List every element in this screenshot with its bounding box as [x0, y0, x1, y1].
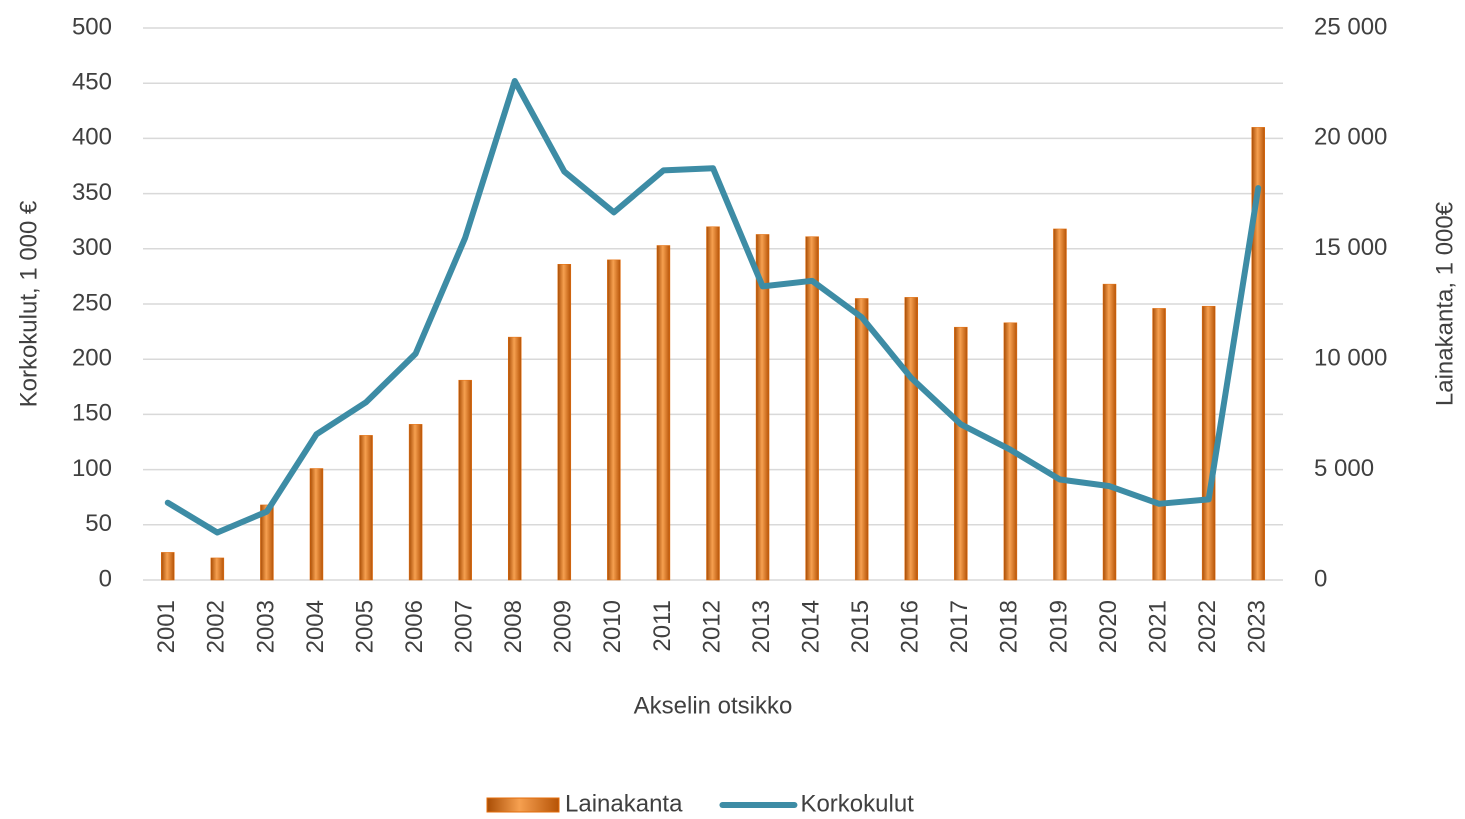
- y-tick-label: 200: [72, 345, 112, 372]
- x-tick-label: 2021: [1144, 600, 1171, 653]
- legend-label: Lainakanta: [565, 790, 683, 817]
- x-tick-label: 2008: [500, 600, 527, 653]
- y2-tick-label: 5 000: [1314, 455, 1374, 482]
- line: [164, 77, 1262, 536]
- y2-tick-label: 10 000: [1314, 345, 1387, 372]
- y-tick-label: 300: [72, 234, 112, 261]
- y-tick-label: 150: [72, 400, 112, 427]
- x-tick-label: 2014: [797, 600, 824, 653]
- bar: [359, 435, 373, 581]
- x-tick-label: 2022: [1194, 600, 1221, 653]
- y2-tick-label: 25 000: [1314, 13, 1387, 40]
- bar: [954, 326, 968, 581]
- bar: [904, 297, 919, 581]
- y-tick-label: 350: [72, 179, 112, 206]
- y-tick-label: 100: [72, 455, 112, 482]
- x-tick-label: 2020: [1095, 600, 1122, 653]
- y2-tick-label: 15 000: [1314, 234, 1387, 261]
- x-tick-label: 2023: [1244, 600, 1271, 653]
- x-tick-label: 2011: [649, 600, 676, 652]
- bar: [557, 264, 572, 581]
- bar: [507, 336, 522, 581]
- y2-axis-title: Lainakanta, 1 000€: [1431, 201, 1458, 406]
- bar: [656, 245, 671, 581]
- bar: [1102, 283, 1117, 581]
- y-tick-label: 0: [99, 565, 112, 592]
- bar: [1053, 228, 1067, 581]
- y-tick-label: 50: [85, 510, 112, 537]
- bar: [408, 424, 423, 581]
- legend-swatch: [486, 797, 560, 813]
- bar: [309, 468, 324, 581]
- y2-tick-label: 20 000: [1314, 124, 1387, 151]
- x-tick-label: 2019: [1045, 600, 1072, 653]
- y-tick-label: 250: [72, 289, 112, 316]
- bar: [210, 557, 225, 581]
- bar: [260, 504, 274, 581]
- x-tick-label: 2004: [302, 600, 329, 653]
- x-tick-label: 2007: [451, 600, 478, 653]
- x-tick-label: 2001: [153, 600, 180, 653]
- y-tick-label: 450: [72, 69, 112, 96]
- x-tick-label: 2018: [996, 600, 1023, 653]
- x-axis-title: Akselin otsikko: [634, 692, 793, 719]
- bar: [161, 552, 175, 581]
- y-tick-label: 400: [72, 124, 112, 151]
- bar: [1201, 305, 1216, 581]
- y2-tick-label: 0: [1314, 565, 1327, 592]
- bar: [1152, 308, 1166, 581]
- bar: [755, 234, 770, 581]
- x-tick-label: 2012: [698, 600, 725, 653]
- x-tick-label: 2005: [351, 600, 378, 653]
- bar: [458, 379, 472, 581]
- x-tick-label: 2006: [401, 600, 428, 653]
- x-tick-label: 2002: [203, 600, 230, 653]
- bar: [854, 298, 869, 581]
- bar: [706, 226, 720, 581]
- bar: [805, 236, 819, 581]
- x-tick-label: 2017: [946, 600, 973, 653]
- legend-label: Korkokulut: [800, 790, 914, 817]
- x-tick-label: 2003: [252, 600, 279, 653]
- x-tick-label: 2016: [897, 600, 924, 653]
- x-tick-label: 2010: [599, 600, 626, 653]
- bar: [607, 259, 621, 581]
- x-tick-label: 2009: [550, 600, 577, 653]
- y-axis-title: Korkokulut, 1 000 €: [15, 200, 42, 407]
- bar: [1251, 127, 1265, 581]
- x-tick-label: 2013: [748, 600, 775, 653]
- x-tick-label: 2015: [847, 600, 874, 653]
- y-tick-label: 500: [72, 13, 112, 40]
